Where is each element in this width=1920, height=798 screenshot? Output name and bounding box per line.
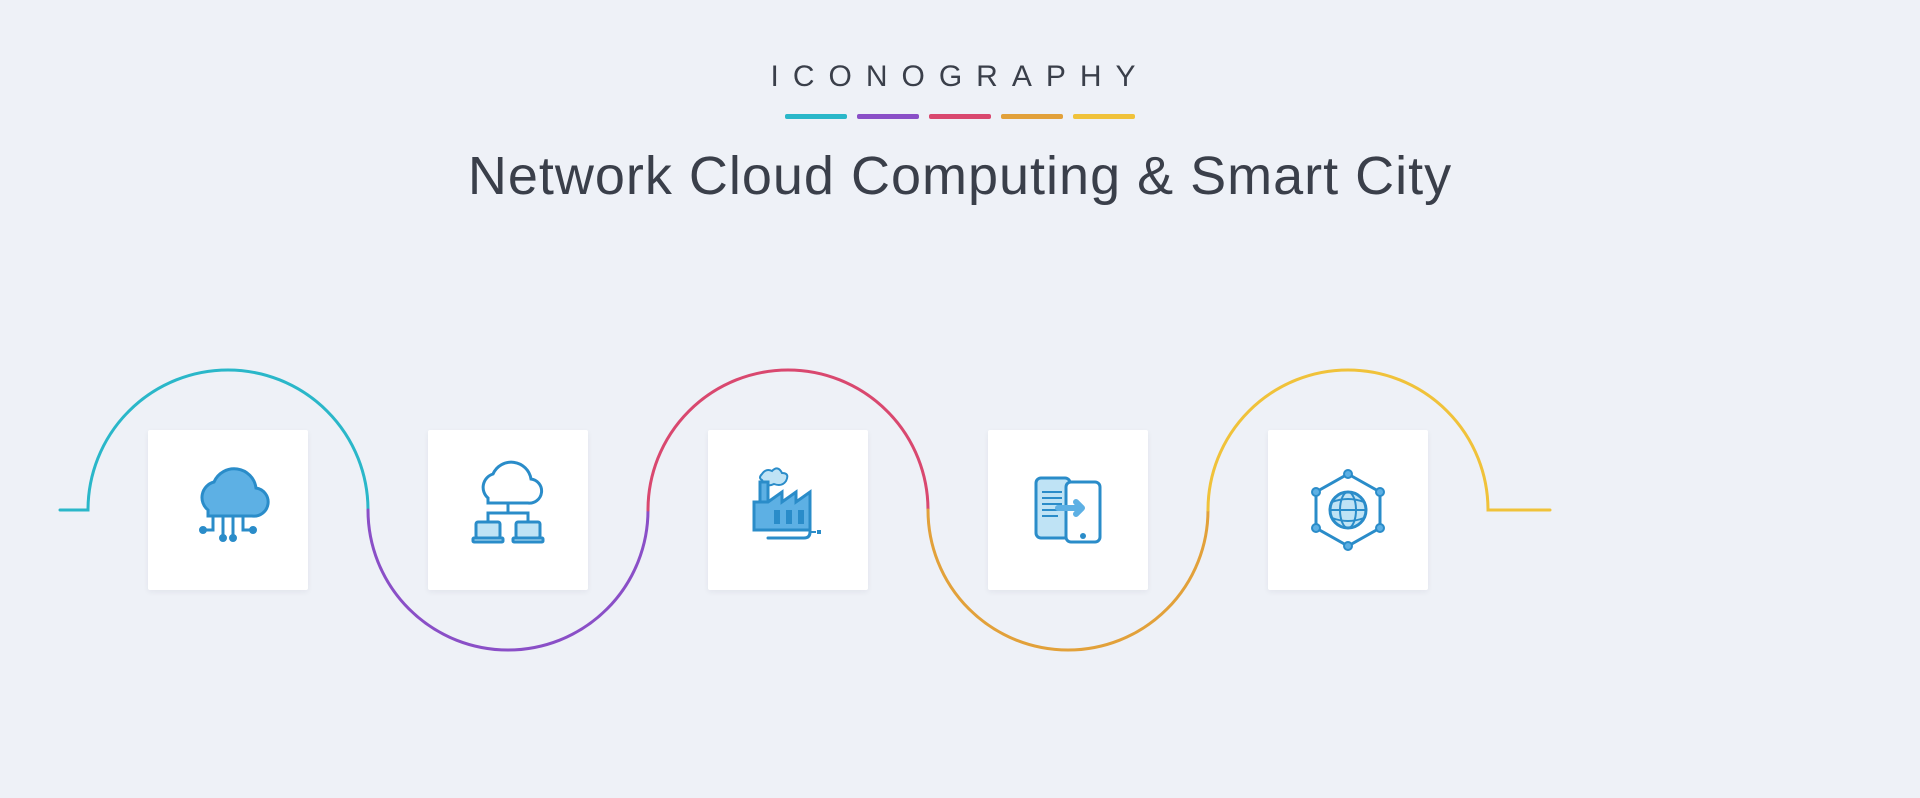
accent-color-bars — [0, 114, 1920, 119]
accent-bar-4 — [1001, 114, 1063, 119]
header: ICONOGRAPHY Network Cloud Computing & Sm… — [0, 0, 1920, 207]
cloud-network-icon — [458, 460, 558, 560]
mobile-transfer-icon — [1018, 460, 1118, 560]
page-title: Network Cloud Computing & Smart City — [0, 145, 1920, 207]
accent-bar-5 — [1073, 114, 1135, 119]
globe-network-icon — [1298, 460, 1398, 560]
icon-card-1 — [148, 430, 308, 590]
icon-card-3 — [708, 430, 868, 590]
cloud-circuit-icon — [178, 460, 278, 560]
icon-card-5 — [1268, 430, 1428, 590]
icon-card-4 — [988, 430, 1148, 590]
icon-card-2 — [428, 430, 588, 590]
accent-bar-1 — [785, 114, 847, 119]
brand-title: ICONOGRAPHY — [0, 60, 1920, 94]
factory-icon — [738, 460, 838, 560]
accent-bar-3 — [929, 114, 991, 119]
icon-stage — [0, 300, 1920, 720]
accent-bar-2 — [857, 114, 919, 119]
